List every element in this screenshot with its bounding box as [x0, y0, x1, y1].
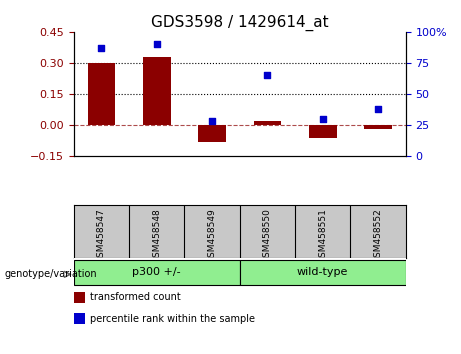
Point — [319, 116, 326, 121]
Point — [153, 41, 160, 47]
Text: GSM458550: GSM458550 — [263, 208, 272, 263]
Text: GSM458551: GSM458551 — [318, 208, 327, 263]
Text: transformed count: transformed count — [90, 292, 181, 302]
Bar — [198, 125, 226, 142]
Text: wild-type: wild-type — [297, 267, 349, 277]
Bar — [254, 121, 281, 125]
Point — [98, 45, 105, 51]
Bar — [364, 125, 392, 129]
Text: p300 +/-: p300 +/- — [132, 267, 181, 277]
Text: GSM458552: GSM458552 — [373, 208, 383, 263]
Point — [374, 106, 382, 112]
Point — [264, 73, 271, 78]
Text: GSM458548: GSM458548 — [152, 208, 161, 263]
Text: GSM458547: GSM458547 — [97, 208, 106, 263]
Text: GSM458549: GSM458549 — [207, 208, 217, 263]
Text: genotype/variation: genotype/variation — [5, 269, 97, 279]
Bar — [143, 57, 171, 125]
Title: GDS3598 / 1429614_at: GDS3598 / 1429614_at — [151, 14, 329, 30]
FancyBboxPatch shape — [240, 260, 406, 285]
FancyBboxPatch shape — [74, 260, 240, 285]
Bar — [88, 63, 115, 125]
Text: percentile rank within the sample: percentile rank within the sample — [90, 314, 255, 324]
Bar — [309, 125, 337, 138]
Point — [208, 118, 216, 124]
